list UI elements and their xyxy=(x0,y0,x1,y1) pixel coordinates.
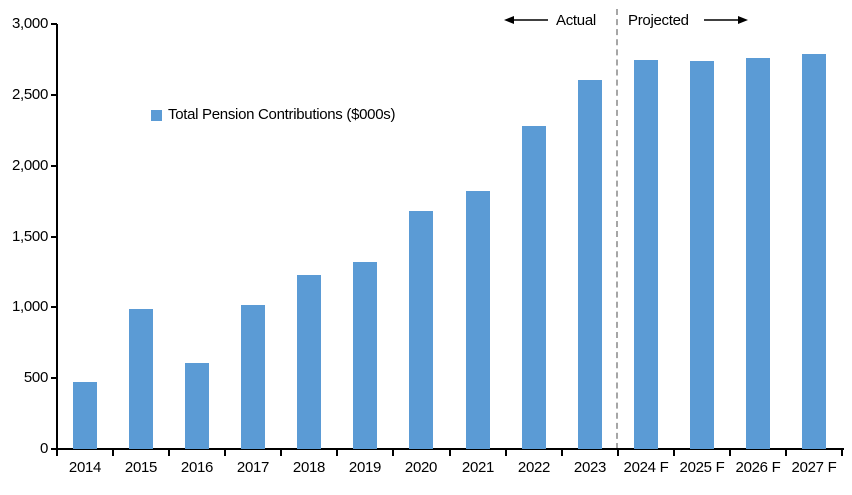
bar-2014 xyxy=(73,382,97,449)
x-axis-tick xyxy=(448,449,451,456)
bar-2017 xyxy=(241,305,265,449)
bar-2023 xyxy=(578,80,602,449)
x-axis-tick xyxy=(504,449,507,456)
x-axis-tick xyxy=(784,449,787,456)
actual-projected-divider-line xyxy=(616,9,618,449)
y-axis-tick-label: 2,500 xyxy=(11,86,48,104)
x-axis-tick xyxy=(168,449,171,456)
bar-2019 xyxy=(353,262,377,449)
x-axis-label: 2022 xyxy=(517,459,551,476)
x-axis-tick xyxy=(672,449,675,456)
x-axis-label: 2020 xyxy=(404,459,438,476)
bar-2022 xyxy=(522,126,546,449)
y-axis-tick xyxy=(51,235,57,238)
bar-2021 xyxy=(466,191,490,449)
bar-2025-f xyxy=(690,61,714,449)
legend-label: Total Pension Contributions ($000s) xyxy=(168,106,396,123)
x-axis-label: 2021 xyxy=(461,459,495,476)
bar-2020 xyxy=(409,211,433,449)
legend-marker-icon xyxy=(151,109,162,121)
actual-label: Actual xyxy=(556,12,596,29)
x-axis-label: 2025 F xyxy=(679,459,725,476)
y-axis-tick-label: 3,000 xyxy=(11,15,48,33)
x-axis-label: 2017 xyxy=(236,459,270,476)
x-axis-tick xyxy=(392,449,395,456)
y-axis-tick xyxy=(51,306,57,309)
y-axis-tick-label: 1,500 xyxy=(11,227,48,245)
y-axis-tick-label: 0 xyxy=(39,440,48,457)
x-axis-label: 2019 xyxy=(348,459,382,476)
x-axis-label: 2023 xyxy=(573,459,607,476)
bar-2018 xyxy=(297,275,321,449)
x-axis-tick xyxy=(224,449,227,456)
x-axis-tick xyxy=(616,449,619,456)
x-axis-label: 2024 F xyxy=(623,459,669,476)
left-arrow-icon xyxy=(504,16,548,24)
x-axis-label: 2026 F xyxy=(735,459,781,476)
x-axis-tick xyxy=(280,449,283,456)
y-axis-tick xyxy=(51,448,57,450)
bar-2027-f xyxy=(802,54,826,449)
y-axis xyxy=(56,24,58,450)
projected-label: Projected xyxy=(628,12,689,29)
bar-2016 xyxy=(185,363,209,449)
y-axis-tick xyxy=(51,23,57,26)
x-axis-label: 2014 xyxy=(68,459,102,476)
y-axis-tick-label: 500 xyxy=(23,369,48,387)
x-axis-label: 2018 xyxy=(292,459,326,476)
y-axis-tick xyxy=(51,164,57,167)
x-axis-label: 2016 xyxy=(180,459,214,476)
y-axis-tick-label: 1,000 xyxy=(11,298,48,316)
x-axis-label: 2027 F xyxy=(791,459,837,476)
x-axis-label: 2015 xyxy=(124,459,158,476)
x-axis-tick xyxy=(841,449,843,456)
x-axis-tick xyxy=(56,449,58,456)
y-axis-tick xyxy=(51,377,57,380)
bar-2015 xyxy=(129,309,153,449)
y-axis-tick-label: 2,000 xyxy=(11,156,48,174)
bar-2026-f xyxy=(746,58,770,449)
x-axis-tick xyxy=(728,449,731,456)
x-axis-tick xyxy=(112,449,115,456)
legend: Total Pension Contributions ($000s) xyxy=(151,106,395,124)
y-axis-tick xyxy=(51,94,57,97)
x-axis-tick xyxy=(560,449,563,456)
right-arrow-icon xyxy=(704,16,748,24)
x-axis-tick xyxy=(336,449,339,456)
bar-2024-f xyxy=(634,60,658,449)
